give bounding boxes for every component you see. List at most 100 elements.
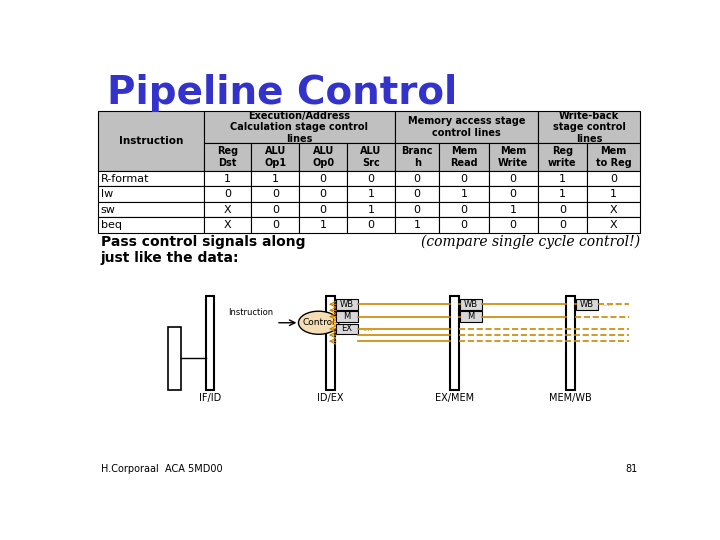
Text: Control: Control [302, 318, 335, 327]
Text: Execution/Address
Calculation stage control
lines: Execution/Address Calculation stage cont… [230, 111, 369, 144]
Text: X: X [224, 205, 231, 214]
Text: 0: 0 [414, 205, 420, 214]
Bar [251, 202, 300, 217]
Text: ....: .... [361, 323, 372, 333]
Text: 0: 0 [367, 220, 374, 230]
Bar [538, 171, 587, 186]
Bar [326, 296, 335, 390]
Bar [439, 143, 489, 171]
Text: Pipeline Control: Pipeline Control [107, 74, 457, 112]
Text: 1: 1 [510, 205, 517, 214]
Text: 1: 1 [414, 220, 420, 230]
Bar [300, 202, 347, 217]
Bar [204, 186, 251, 202]
Bar [251, 143, 300, 171]
Bar [538, 217, 587, 233]
Text: ALU
Op0: ALU Op0 [312, 146, 334, 168]
Text: 0: 0 [510, 174, 517, 184]
Text: 0: 0 [272, 189, 279, 199]
Text: 0: 0 [367, 174, 374, 184]
Bar [576, 299, 598, 309]
Bar [538, 202, 587, 217]
Bar [336, 323, 358, 334]
Text: H.Corporaal  ACA 5MD00: H.Corporaal ACA 5MD00 [101, 464, 222, 475]
Bar [587, 217, 640, 233]
Text: 0: 0 [320, 189, 327, 199]
Bar [347, 186, 395, 202]
Bar [587, 171, 640, 186]
Text: Mem
Write: Mem Write [498, 146, 528, 168]
Text: R-format: R-format [101, 174, 149, 184]
Bar [251, 217, 300, 233]
Bar [439, 186, 489, 202]
Ellipse shape [299, 311, 339, 334]
Bar [98, 202, 204, 217]
Bar [204, 202, 251, 217]
Text: 0: 0 [224, 189, 231, 199]
Bar [336, 299, 358, 309]
Bar [98, 186, 204, 202]
Bar [460, 311, 482, 322]
Bar [587, 202, 640, 217]
Bar [587, 186, 640, 202]
Text: M: M [343, 312, 351, 321]
Bar [395, 143, 439, 171]
Bar [439, 217, 489, 233]
Text: Instruction: Instruction [228, 308, 273, 318]
Text: X: X [610, 220, 618, 230]
Text: 0: 0 [510, 220, 517, 230]
Bar [395, 171, 439, 186]
Text: 0: 0 [610, 174, 617, 184]
Text: X: X [224, 220, 231, 230]
Text: 1: 1 [559, 189, 566, 199]
Text: 0: 0 [510, 189, 517, 199]
Bar [489, 202, 538, 217]
Bar [347, 202, 395, 217]
Text: WB: WB [464, 300, 478, 309]
Bar [347, 143, 395, 171]
Text: 0: 0 [272, 205, 279, 214]
Bar [204, 217, 251, 233]
Text: 0: 0 [320, 205, 327, 214]
Text: ....: .... [485, 312, 496, 320]
Bar [347, 217, 395, 233]
Bar [489, 217, 538, 233]
Bar [489, 186, 538, 202]
Bar [251, 186, 300, 202]
Text: IF/ID: IF/ID [199, 393, 221, 403]
Bar [251, 171, 300, 186]
Text: EX: EX [341, 325, 352, 333]
Text: WB: WB [580, 300, 594, 309]
Bar [538, 186, 587, 202]
Text: 0: 0 [272, 220, 279, 230]
Text: Reg
write: Reg write [548, 146, 577, 168]
Text: 1: 1 [559, 174, 566, 184]
Text: Instruction: Instruction [119, 136, 183, 146]
Bar [566, 296, 575, 390]
Bar [204, 171, 251, 186]
Bar [538, 143, 587, 171]
Text: 1: 1 [367, 189, 374, 199]
Bar [395, 111, 538, 143]
Bar [300, 217, 347, 233]
Text: 0: 0 [320, 174, 327, 184]
Text: Mem
to Reg: Mem to Reg [595, 146, 631, 168]
Text: 0: 0 [461, 220, 467, 230]
Text: 1: 1 [320, 220, 327, 230]
Text: Reg
Dst: Reg Dst [217, 146, 238, 168]
Text: 1: 1 [272, 174, 279, 184]
Bar [395, 186, 439, 202]
Text: 1: 1 [461, 189, 467, 199]
Text: 0: 0 [414, 189, 420, 199]
Text: 1: 1 [367, 205, 374, 214]
Text: ALU
Op1: ALU Op1 [264, 146, 287, 168]
Text: EX/MEM: EX/MEM [435, 393, 474, 403]
Text: ID/EX: ID/EX [317, 393, 343, 403]
Bar [204, 143, 251, 171]
Bar [98, 217, 204, 233]
Text: lw: lw [101, 189, 113, 199]
Text: 0: 0 [461, 205, 467, 214]
Bar [587, 143, 640, 171]
Text: beq: beq [101, 220, 122, 230]
Bar [98, 171, 204, 186]
